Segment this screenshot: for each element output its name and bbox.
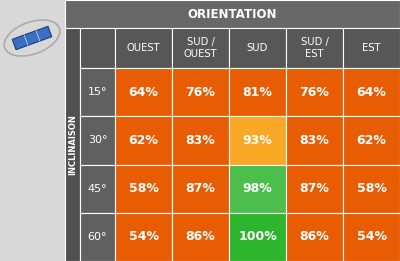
- Bar: [172, 116, 229, 164]
- Bar: [80, 28, 115, 68]
- Bar: [286, 68, 343, 116]
- Text: 45°: 45°: [88, 184, 107, 194]
- Bar: [80, 116, 115, 164]
- Bar: [286, 164, 343, 213]
- Text: 83%: 83%: [300, 134, 329, 147]
- Bar: [80, 68, 115, 116]
- Text: 76%: 76%: [300, 86, 330, 99]
- Bar: [229, 28, 286, 68]
- Text: 54%: 54%: [356, 230, 386, 243]
- Bar: [343, 213, 400, 261]
- Text: ORIENTATION: ORIENTATION: [188, 8, 277, 21]
- Text: 98%: 98%: [243, 182, 272, 195]
- Bar: [286, 28, 343, 68]
- Text: SUD /
EST: SUD / EST: [300, 37, 328, 59]
- Bar: [0, 0, 65, 261]
- Text: 87%: 87%: [186, 182, 216, 195]
- Text: 100%: 100%: [238, 230, 277, 243]
- Bar: [343, 164, 400, 213]
- Bar: [80, 164, 115, 213]
- Bar: [286, 116, 343, 164]
- Bar: [115, 116, 172, 164]
- Bar: [115, 68, 172, 116]
- Bar: [229, 116, 286, 164]
- Text: 86%: 86%: [186, 230, 215, 243]
- Text: 54%: 54%: [128, 230, 158, 243]
- Text: 30°: 30°: [88, 135, 107, 145]
- Text: SUD: SUD: [247, 43, 268, 53]
- Text: 81%: 81%: [242, 86, 272, 99]
- Bar: [343, 28, 400, 68]
- Bar: [343, 68, 400, 116]
- Text: 58%: 58%: [128, 182, 158, 195]
- Bar: [286, 213, 343, 261]
- Text: 86%: 86%: [300, 230, 329, 243]
- Text: EST: EST: [362, 43, 381, 53]
- Bar: [229, 213, 286, 261]
- Text: 64%: 64%: [356, 86, 386, 99]
- Bar: [115, 213, 172, 261]
- Bar: [115, 28, 172, 68]
- Bar: [80, 213, 115, 261]
- Text: OUEST: OUEST: [127, 43, 160, 53]
- Text: 83%: 83%: [186, 134, 215, 147]
- Bar: [65, 28, 80, 261]
- Bar: [172, 164, 229, 213]
- Bar: [229, 164, 286, 213]
- Bar: [172, 28, 229, 68]
- Bar: [115, 164, 172, 213]
- Text: 58%: 58%: [356, 182, 386, 195]
- Text: 93%: 93%: [243, 134, 272, 147]
- Text: 15°: 15°: [88, 87, 107, 97]
- Text: SUD /
OUEST: SUD / OUEST: [184, 37, 217, 59]
- Text: 87%: 87%: [300, 182, 330, 195]
- Bar: [65, 0, 400, 28]
- Bar: [229, 68, 286, 116]
- Polygon shape: [12, 26, 52, 50]
- Text: 62%: 62%: [128, 134, 158, 147]
- Text: 60°: 60°: [88, 232, 107, 242]
- Bar: [172, 68, 229, 116]
- Text: 64%: 64%: [128, 86, 158, 99]
- Text: 62%: 62%: [356, 134, 386, 147]
- Text: 76%: 76%: [186, 86, 216, 99]
- Text: INCLINAISON: INCLINAISON: [68, 114, 77, 175]
- Bar: [343, 116, 400, 164]
- Bar: [172, 213, 229, 261]
